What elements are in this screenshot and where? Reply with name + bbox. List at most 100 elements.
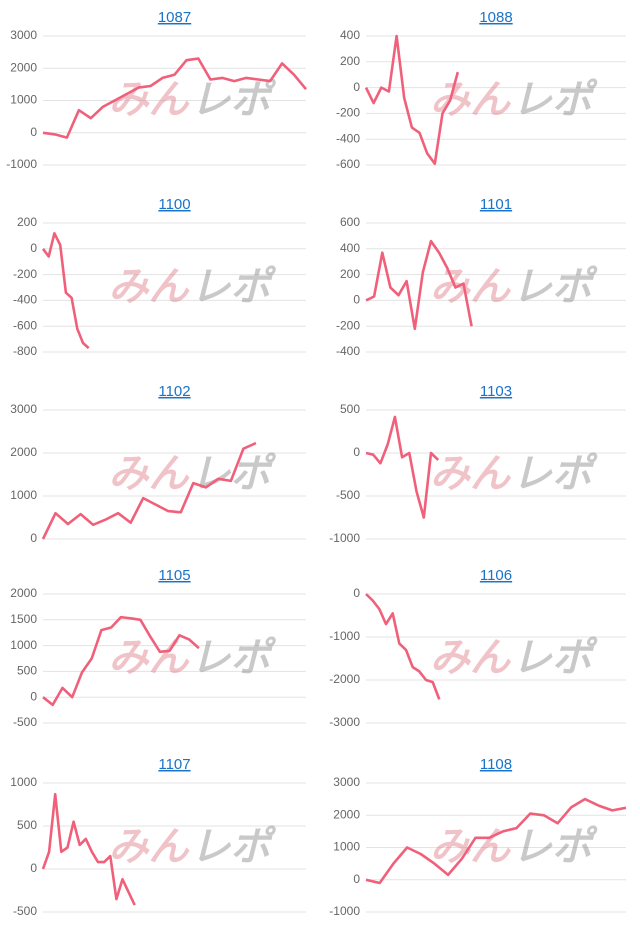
y-tick-label: -2000: [329, 672, 360, 686]
y-tick-label: 2000: [10, 60, 37, 74]
y-tick-label: 0: [30, 861, 37, 875]
y-tick-label: 500: [17, 664, 37, 678]
watermark: レポ: [512, 265, 598, 309]
y-tick-label: 200: [340, 267, 360, 281]
chart-title[interactable]: 1087: [158, 9, 191, 26]
watermark: みん: [109, 265, 191, 309]
y-tick-label: 0: [353, 872, 360, 886]
y-tick-label: 400: [340, 241, 360, 255]
y-tick-label: -1000: [329, 629, 360, 643]
data-line: [365, 415, 440, 519]
y-tick-label: 0: [353, 445, 360, 459]
y-tick-label: 0: [353, 80, 360, 94]
watermark: レポ: [512, 78, 598, 122]
watermark: みん: [109, 636, 191, 680]
watermark: レポ: [512, 452, 598, 496]
y-tick-label: 0: [30, 241, 37, 255]
y-tick-label: 1500: [10, 612, 37, 626]
chart: 1103 -1000 -500 0 500 みん レポ: [329, 383, 626, 545]
watermark: レポ: [512, 636, 598, 680]
data-line: [42, 57, 308, 139]
data-line: [42, 615, 200, 707]
y-tick-label: 2000: [10, 586, 37, 600]
y-tick-label: 500: [17, 818, 37, 832]
chart: 1100 -800 -600 -400 -200 0 200 みん レポ: [13, 196, 306, 358]
data-line: [364, 34, 460, 165]
y-tick-label: -600: [336, 157, 360, 171]
chart-title[interactable]: 1103: [480, 383, 512, 400]
watermark: みん: [430, 265, 512, 309]
data-line: [41, 441, 257, 540]
y-tick-label: -3000: [329, 715, 360, 729]
y-tick-label: 600: [340, 215, 360, 229]
y-tick-label: -600: [13, 318, 37, 332]
y-tick-label: 400: [340, 28, 360, 42]
y-tick-label: 200: [17, 215, 37, 229]
y-tick-label: 0: [30, 689, 37, 703]
y-tick-label: -1000: [329, 531, 360, 545]
y-tick-label: 200: [340, 54, 360, 68]
y-tick-label: 2000: [10, 445, 37, 459]
y-tick-label: 0: [353, 293, 360, 307]
data-line: [41, 232, 90, 350]
watermark: レポ: [512, 825, 598, 869]
y-tick-label: 3000: [10, 28, 37, 42]
chart: 1087 -1000 0 1000 2000 3000 みん レポ: [6, 9, 308, 171]
y-tick-label: -400: [336, 344, 360, 358]
chart-title[interactable]: 1107: [158, 756, 190, 773]
y-tick-label: 1000: [10, 638, 37, 652]
watermark: みん: [430, 636, 512, 680]
y-tick-label: -800: [13, 344, 37, 358]
watermark: みん: [109, 452, 191, 496]
y-tick-label: -1000: [329, 904, 360, 918]
chart: 1107 -500 0 500 1000 みん レポ: [10, 756, 306, 918]
y-tick-label: -200: [336, 318, 360, 332]
watermark: みん: [109, 78, 191, 122]
data-line: [365, 797, 627, 885]
chart: 1101 -400 -200 0 200 400 600 みん レポ: [336, 196, 626, 358]
y-tick-label: -500: [13, 715, 37, 729]
y-tick-label: -500: [13, 904, 37, 918]
y-tick-label: 0: [353, 586, 360, 600]
chart-title[interactable]: 1102: [158, 383, 190, 400]
y-tick-label: 500: [340, 402, 360, 416]
y-tick-label: -1000: [6, 157, 37, 171]
watermark: みん: [430, 452, 512, 496]
y-tick-label: 0: [30, 531, 37, 545]
y-tick-label: 3000: [333, 775, 360, 789]
y-tick-label: 1000: [10, 93, 37, 107]
y-tick-label: 3000: [10, 402, 37, 416]
y-tick-label: 1000: [10, 488, 37, 502]
chart-title[interactable]: 1108: [480, 756, 512, 773]
chart-title[interactable]: 1101: [480, 196, 512, 213]
y-tick-label: 0: [30, 125, 37, 139]
watermark: レポ: [191, 265, 277, 309]
y-tick-label: -400: [336, 131, 360, 145]
watermark: レポ: [191, 78, 277, 122]
y-tick-label: -500: [336, 488, 360, 502]
chart-title[interactable]: 1100: [158, 196, 190, 213]
y-tick-label: -200: [13, 267, 37, 281]
data-line: [365, 239, 473, 331]
chart: 1105 -500 0 500 1000 1500 2000 みん レポ: [10, 567, 306, 729]
watermark: レポ: [191, 825, 277, 869]
watermark: みん: [430, 78, 512, 122]
y-tick-label: 1000: [10, 775, 37, 789]
chart: 1088 -600 -400 -200 0 200 400 みん レポ: [336, 9, 626, 171]
chart-title[interactable]: 1088: [479, 9, 512, 26]
y-tick-label: 2000: [333, 807, 360, 821]
data-line: [41, 792, 136, 906]
y-tick-label: -200: [336, 106, 360, 120]
chart-title[interactable]: 1105: [158, 567, 190, 584]
watermark: レポ: [191, 636, 277, 680]
chart: 1106 -3000 -2000 -1000 0 みん レポ: [329, 567, 626, 729]
y-tick-label: 1000: [333, 840, 360, 854]
y-tick-label: -400: [13, 293, 37, 307]
chart-title[interactable]: 1106: [480, 567, 512, 584]
data-line: [365, 593, 441, 700]
